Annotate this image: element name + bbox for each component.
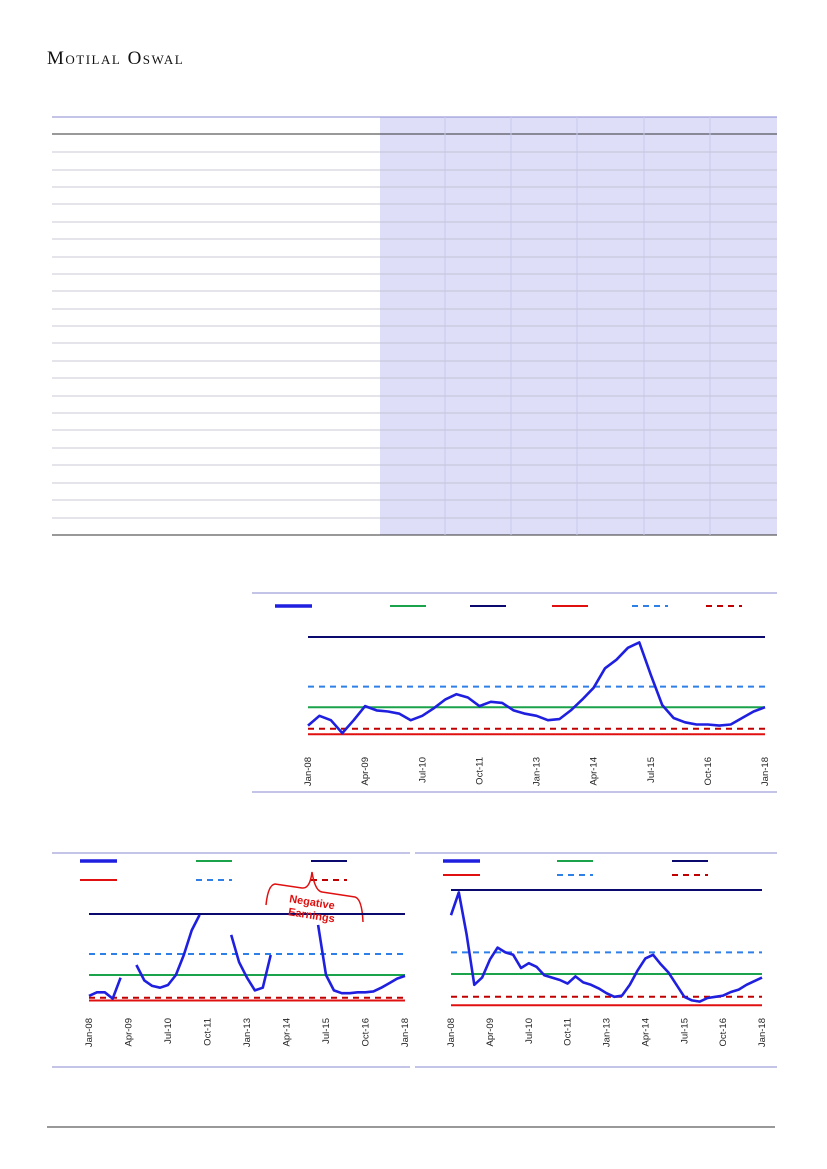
table [52,116,777,536]
x-tick-label: Oct-11 [563,1018,574,1046]
x-tick-label: Oct-16 [703,757,714,786]
x-tick-label: Jan-13 [602,1018,613,1047]
x-tick-label: Jul-10 [524,1018,535,1044]
x-tick-label: Jan-18 [760,757,771,786]
x-tick-label: Jan-13 [242,1018,253,1047]
x-tick-label: Oct-11 [203,1018,214,1046]
x-tick-label: Apr-09 [124,1018,135,1047]
x-tick-label: Oct-16 [361,1018,372,1047]
x-tick-label: Apr-09 [485,1018,496,1047]
table-rows [52,133,777,536]
x-tick-label: Jul-15 [321,1018,332,1044]
x-tick-label: Jan-18 [400,1018,411,1047]
x-tick-label: Apr-14 [640,1018,651,1047]
series-line [449,891,763,1003]
brand: Motilal Oswal [47,48,184,69]
annotation-bracket [265,871,364,923]
x-tick-label: Oct-16 [718,1018,729,1047]
x-tick-label: Jan-08 [303,757,314,786]
x-tick-label: Jan-13 [532,757,543,786]
x-tick-label: Apr-09 [360,757,371,786]
x-tick-label: Jul-15 [679,1018,690,1044]
annotation: Negative Earnings [286,893,338,925]
x-tick-label: Jul-15 [646,757,657,783]
x-tick-label: Apr-14 [589,757,600,786]
x-tick-label: Jan-08 [84,1018,95,1047]
series-line [307,641,766,735]
legend-samples [80,604,742,881]
x-tick-label: Apr-14 [282,1018,293,1047]
x-tick-label: Jan-08 [446,1018,457,1047]
series-line [88,914,406,1000]
x-tick-label: Jul-10 [163,1018,174,1044]
table-columns [444,117,711,535]
x-tick-label: Jan-18 [757,1018,768,1047]
chart-frames [52,592,777,1068]
x-tick-label: Jul-10 [417,757,428,783]
x-tick-label: Oct-11 [474,757,485,785]
